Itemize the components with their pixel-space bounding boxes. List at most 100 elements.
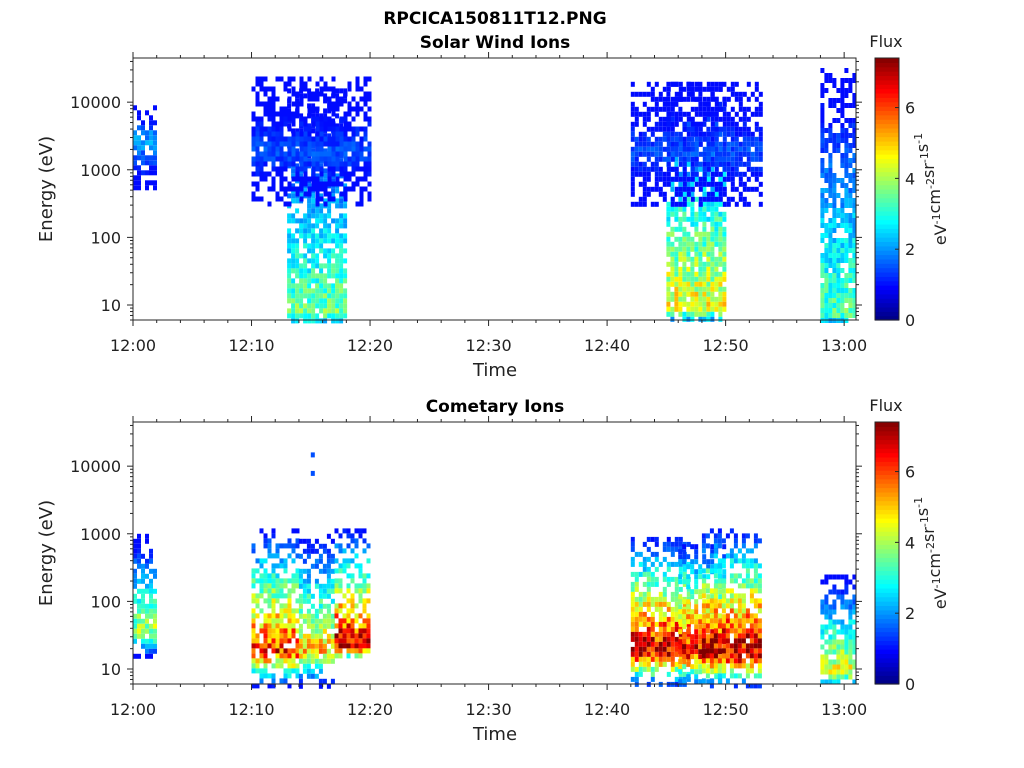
colorbar-swatch [875,426,899,432]
flux-cell [355,181,360,187]
flux-cell [737,583,742,589]
flux-cell [251,638,256,644]
flux-cell [701,663,706,669]
flux-cell [350,538,355,544]
flux-cell [638,561,643,567]
flux-cell [275,156,280,162]
flux-cell [686,311,691,317]
flux-cell [848,193,853,198]
flux-cell [303,86,308,92]
flux-cell [335,151,340,157]
flux-cell [682,271,687,277]
flux-cell [670,151,675,157]
flux-cell [326,608,331,614]
flux-cell [145,185,149,191]
flux-cell [840,123,845,128]
flux-cell [326,683,331,689]
flux-cell [741,648,746,654]
flux-cell [666,641,671,647]
flux-cell [283,578,288,584]
flux-cell [733,553,738,559]
flux-cell [749,563,754,569]
flux-cell [279,186,284,192]
flux-cell [283,633,288,639]
flux-cell [713,603,718,609]
flux-cell [726,141,731,147]
flux-cell [718,126,723,132]
flux-cell [694,216,699,222]
flux-cell [832,278,837,283]
flux-cell [852,594,857,600]
flux-cell [824,659,829,665]
flux-cell [362,583,367,589]
flux-cell [678,639,683,645]
flux-cell [362,643,367,649]
flux-cell [694,226,699,232]
flux-cell [315,116,320,122]
flux-cell [362,588,367,594]
flux-cell [824,298,829,303]
flux-cell [836,649,841,655]
flux-cell [339,158,344,164]
flux-cell [351,151,356,157]
flux-cell [153,613,157,619]
flux-cell [263,558,268,564]
flux-cell [334,603,339,609]
flux-cell [706,201,711,207]
flux-cell [698,634,703,640]
flux-cell [721,623,726,629]
flux-cell [255,181,260,187]
flux-cell [824,268,829,273]
flux-cell [840,203,845,208]
flux-cell [820,629,825,635]
flux-cell [287,96,292,102]
flux-cell [630,661,635,667]
flux-cell [303,213,308,219]
flux-cell [690,216,695,222]
flux-cell [335,123,340,129]
flux-cell [322,543,327,549]
flux-cell [330,623,335,629]
flux-cell [714,121,719,127]
flux-cell [279,603,284,609]
flux-cell [714,266,719,272]
flux-cell [287,683,292,689]
colorbar-swatch [875,601,899,606]
flux-cell [634,651,639,657]
flux-cell [137,140,141,146]
flux-cell [630,611,635,617]
y-tick-label: 10000 [70,93,121,112]
flux-cell [295,608,300,614]
flux-cell [335,176,340,182]
flux-cell [326,633,331,639]
flux-cell [710,216,715,222]
flux-cell [730,131,735,137]
flux-cell [149,583,153,589]
flux-cell [742,196,747,202]
colorbar-swatch [875,670,899,676]
flux-cell [702,296,707,302]
flux-cell [690,136,695,142]
flux-cell [259,131,264,137]
flux-cell [686,156,691,162]
flux-cell [251,573,256,579]
colorbar-swatch [875,92,899,98]
flux-cell [848,614,853,620]
flux-cell [730,196,735,202]
flux-cell [339,293,344,299]
flux-cell [335,273,340,279]
flux-cell [331,126,336,132]
y-axis-label: Energy (eV) [36,136,57,242]
flux-cell [318,543,323,549]
flux-cell [255,633,260,639]
flux-cell [738,126,743,132]
flux-cell [322,623,327,629]
flux-cell [299,166,304,172]
flux-cell [678,181,683,187]
flux-cell [366,618,371,624]
colorbar-swatch [875,605,899,611]
flux-cell [674,186,679,192]
flux-cell [820,218,825,223]
flux-cell [701,633,706,639]
flux-cell [327,248,332,254]
